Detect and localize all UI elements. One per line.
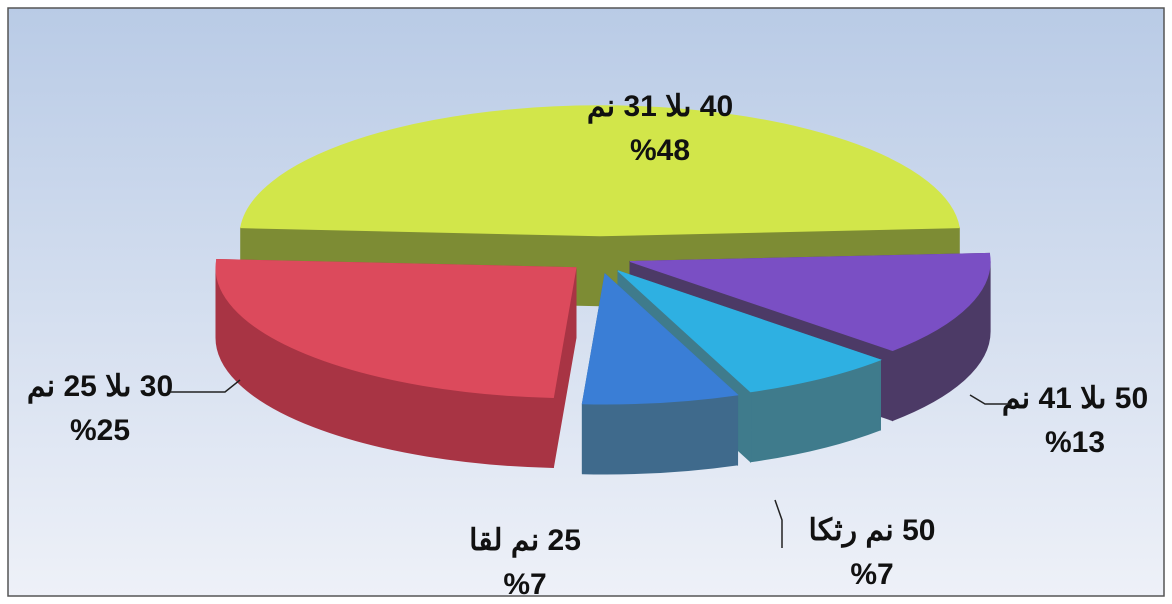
category-label: اقل من 25 [469,524,581,558]
value-label: %7 [850,558,893,591]
leader-line [170,379,241,393]
slice [629,252,991,352]
category-label: من 41 الى 50 [1002,382,1148,416]
slice [617,270,882,393]
category-label: اكثر من 50 [809,514,936,548]
value-label: %25 [70,414,130,447]
category-label: من 31 الى 40 [587,90,733,124]
value-label: %13 [1045,426,1105,459]
slice [581,272,739,405]
value-label: %48 [630,134,690,167]
leader-line [969,394,1012,405]
slice [215,259,577,398]
labels: من 31 الى 40 %48 من 41 الى 50 %13 اكثر من 50… [27,90,1148,601]
leader-line [774,499,783,548]
value-label: %7 [503,568,546,601]
slice [240,105,960,237]
category-label: من 25 الى 30 [27,370,173,404]
slice-side [581,394,739,475]
pie [215,105,991,475]
